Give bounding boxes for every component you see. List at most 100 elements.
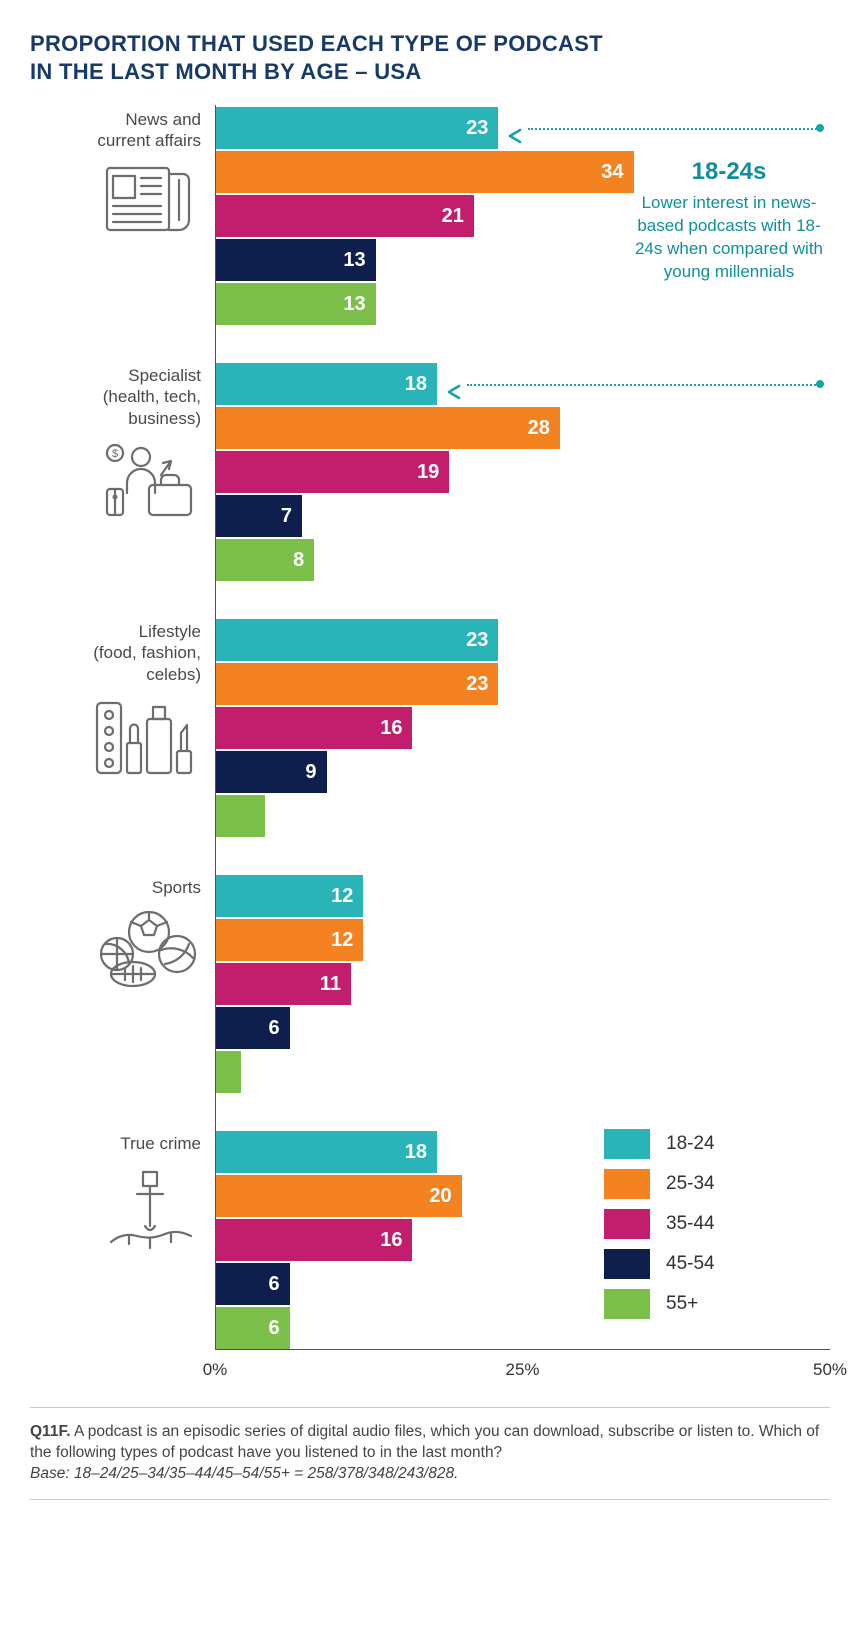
title-line-2: IN THE LAST MONTH BY AGE – USA (30, 59, 422, 84)
bar-value-label: 18 (405, 1141, 427, 1164)
bar: 4 (216, 795, 265, 837)
bar-row: 2 (216, 1051, 830, 1093)
chart: News andcurrent affairs Specialist(healt… (30, 105, 830, 1349)
bar-group: 23231694 (216, 617, 830, 837)
bar-value-label: 21 (442, 205, 464, 228)
arrow-dot (816, 124, 824, 132)
bar-value-label: 16 (380, 1229, 402, 1252)
bar-group: 18 2819 78 (216, 361, 830, 581)
bar: 7 (216, 495, 302, 537)
bar-value-label: 7 (281, 505, 292, 528)
category-labels-column: News andcurrent affairs Specialist(healt… (30, 105, 215, 1349)
bar: 6 (216, 1007, 290, 1049)
arrow-dot (816, 380, 824, 388)
bar-value-label: 11 (320, 973, 341, 996)
bar-row: 6 (216, 1263, 830, 1305)
bar-row: 6 (216, 1007, 830, 1049)
bar: 9 (216, 751, 327, 793)
bar: 28 (216, 407, 560, 449)
category-block: News andcurrent affairs (30, 105, 215, 361)
bar: 16 (216, 1219, 412, 1261)
cosmetics-icon (30, 695, 215, 786)
title-line-1: PROPORTION THAT USED EACH TYPE OF PODCAS… (30, 31, 603, 56)
bar-value-label: 6 (269, 1317, 280, 1340)
group-gap (216, 325, 830, 361)
category-label: Specialist(health, tech,business) (30, 361, 215, 429)
bar-row: 12 (216, 875, 830, 917)
bar-value-label: 2 (259, 1061, 270, 1084)
bar: 19 (216, 451, 449, 493)
x-axis: 0% 25% 50% (215, 1349, 830, 1393)
bar-row: 23 (216, 663, 830, 705)
bar-row: 21 (216, 195, 830, 237)
bar-row: 9 (216, 751, 830, 793)
bar-row: 6 (216, 1307, 830, 1349)
bar: 11 (216, 963, 351, 1005)
bar-row: 13 (216, 283, 830, 325)
category-label: Sports (30, 873, 215, 898)
bar: 34 (216, 151, 634, 193)
footer-base: Base: 18–24/25–34/35–44/45–54/55+ = 258/… (30, 1465, 458, 1482)
bar-row: 18 (216, 1131, 830, 1173)
bar-value-label: 34 (601, 161, 623, 184)
bar: 12 (216, 875, 363, 917)
bar-value-label: 23 (466, 117, 488, 140)
arrow-left-icon (445, 383, 463, 401)
category-block: Sports (30, 873, 215, 1129)
bar-value-label: 8 (293, 549, 304, 572)
bar-row: 16 (216, 707, 830, 749)
bar-value-label: 18 (405, 373, 427, 396)
bar: 12 (216, 919, 363, 961)
bar-value-label: 12 (331, 885, 353, 908)
bar: 2 (216, 1051, 241, 1093)
bar-row: 12 (216, 919, 830, 961)
bar-group: 12121162 (216, 873, 830, 1093)
newspaper-icon (30, 162, 215, 245)
bar-row: 20 (216, 1175, 830, 1217)
group-gap (216, 1093, 830, 1129)
bar: 13 (216, 283, 376, 325)
bar-value-label: 4 (284, 805, 295, 828)
category-label: True crime (30, 1129, 215, 1154)
plot-area: 18-24s Lower interest in news-based podc… (215, 105, 830, 1349)
bar: 23 (216, 663, 498, 705)
bar-row: 16 (216, 1219, 830, 1261)
bar-value-label: 6 (269, 1273, 280, 1296)
category-block: True crime (30, 1129, 215, 1349)
bar-row: 11 (216, 963, 830, 1005)
bar-value-label: 16 (380, 717, 402, 740)
bar: 6 (216, 1307, 290, 1349)
bar-group: 1820 16 6 6 (216, 1129, 830, 1349)
bar: 18 (216, 363, 437, 405)
bar: 13 (216, 239, 376, 281)
bar: 8 (216, 539, 314, 581)
bar-row: 4 (216, 795, 830, 837)
bar-row: 19 (216, 451, 830, 493)
bar-row: 7 (216, 495, 830, 537)
bar-row: 28 (216, 407, 830, 449)
crime-icon (30, 1164, 215, 1259)
x-tick-25: 25% (505, 1360, 539, 1380)
sports-icon (30, 908, 215, 993)
category-label: News andcurrent affairs (30, 105, 215, 152)
footer-text: A podcast is an episodic series of digit… (30, 1423, 819, 1461)
bar-row: 34 (216, 151, 830, 193)
bar: 6 (216, 1263, 290, 1305)
arrow-line (528, 128, 820, 130)
bar: 16 (216, 707, 412, 749)
bar-value-label: 23 (466, 673, 488, 696)
bar: 23 (216, 107, 498, 149)
bar-row: 23 (216, 619, 830, 661)
footer-note: Q11F. A podcast is an episodic series of… (30, 1407, 830, 1500)
bar-row: 13 (216, 239, 830, 281)
svg-text:$: $ (112, 448, 118, 460)
bar-value-label: 20 (429, 1185, 451, 1208)
arrow-left-icon (506, 127, 524, 145)
bar: 20 (216, 1175, 462, 1217)
x-tick-50: 50% (813, 1360, 847, 1380)
bar: 21 (216, 195, 474, 237)
bar: 23 (216, 619, 498, 661)
bar-value-label: 13 (343, 293, 365, 316)
x-tick-0: 0% (203, 1360, 228, 1380)
chart-title: PROPORTION THAT USED EACH TYPE OF PODCAS… (30, 30, 830, 85)
